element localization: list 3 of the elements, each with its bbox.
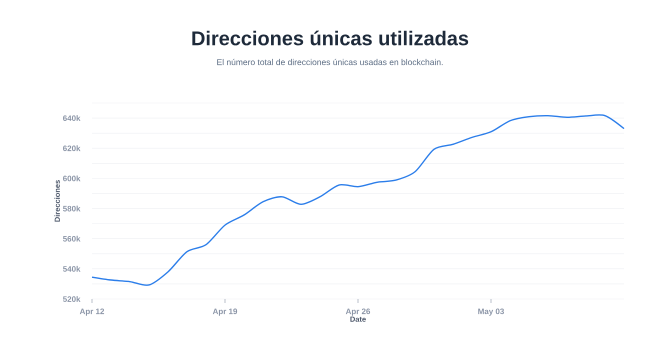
- line-series: [91, 114, 625, 286]
- chart-title: Direcciones únicas utilizadas: [192, 30, 468, 46]
- chart-subtitle: El número total de direcciones únicas usadas en blockchain.: [217, 58, 443, 66]
